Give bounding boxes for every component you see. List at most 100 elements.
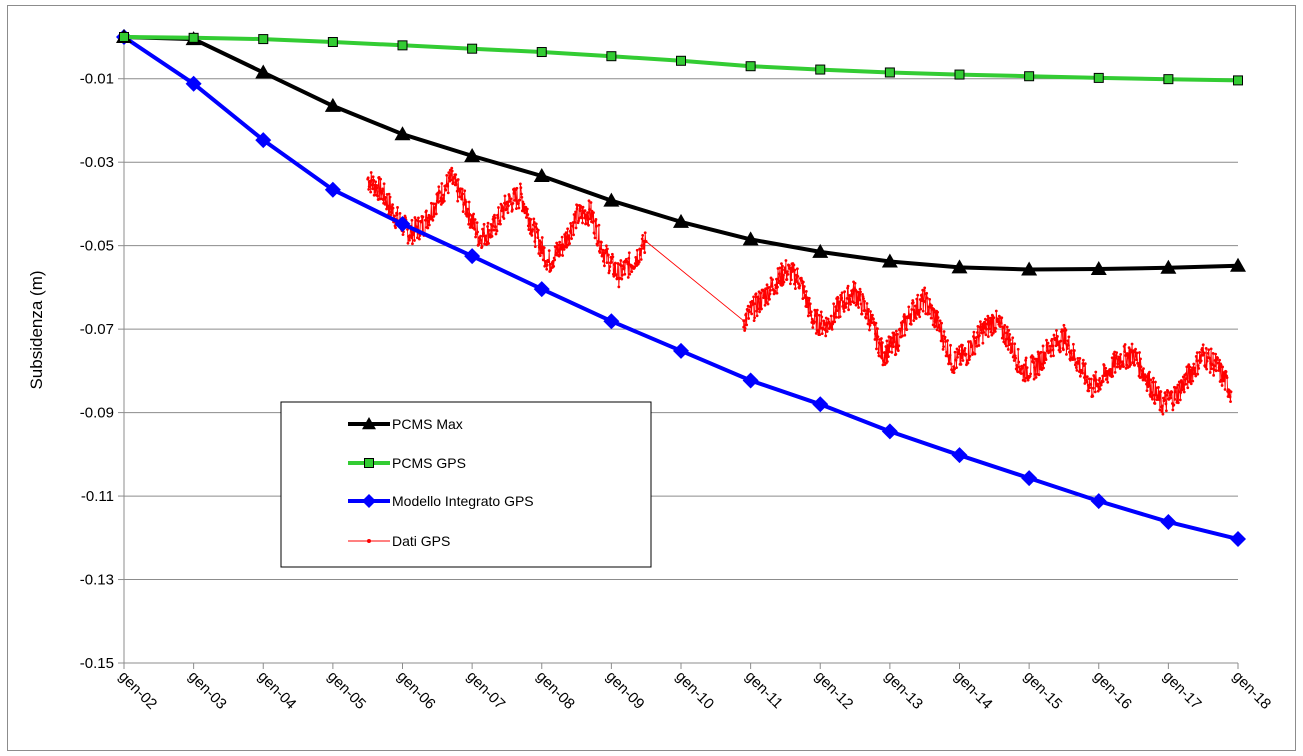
data-point: [569, 231, 573, 234]
data-point: [519, 186, 523, 190]
data-point: [1135, 351, 1139, 355]
data-point: [1150, 391, 1153, 394]
data-point: [855, 302, 859, 306]
data-point: [1066, 347, 1069, 350]
data-point: [534, 222, 538, 226]
data-point: [770, 285, 774, 288]
data-point: [825, 330, 829, 333]
data-point: [641, 233, 645, 237]
data-point: [558, 240, 562, 244]
data-point: [914, 317, 918, 320]
data-point: [505, 207, 508, 211]
data-point: [932, 308, 936, 312]
data-point: [427, 223, 431, 227]
data-point: [583, 216, 586, 220]
data-point: [857, 306, 860, 309]
data-point: [559, 243, 563, 247]
data-point: [1088, 386, 1092, 390]
data-point: [371, 175, 375, 179]
data-point: [580, 216, 583, 220]
data-point: [1089, 377, 1093, 381]
data-point: [984, 327, 988, 331]
data-point: [431, 218, 435, 222]
data-point: [434, 212, 438, 216]
data-point: [958, 345, 961, 349]
data-point: [863, 299, 866, 303]
data-point: [638, 253, 642, 257]
data-point: [782, 273, 785, 277]
data-point: [1134, 347, 1137, 351]
data-point: [526, 224, 530, 228]
data-point: [1091, 394, 1095, 398]
data-point: [1013, 342, 1017, 346]
data-point: [913, 304, 917, 308]
data-point: [808, 302, 812, 306]
data-point: [780, 262, 783, 266]
data-point: [1186, 386, 1190, 390]
data-point: [1224, 370, 1228, 374]
data-point: [1151, 397, 1154, 401]
data-point: [1121, 362, 1125, 366]
data-point: [540, 236, 544, 239]
legend-box: [280, 401, 652, 568]
data-point: [391, 203, 394, 207]
data-point: [479, 238, 483, 242]
data-point: [901, 320, 905, 324]
data-point: [419, 220, 423, 224]
data-point: [884, 67, 895, 78]
data-point: [524, 216, 528, 219]
data-point: [967, 340, 970, 344]
data-point: [757, 297, 760, 301]
data-point: [1110, 356, 1114, 360]
data-point: [789, 266, 793, 270]
data-point: [394, 126, 411, 141]
data-point: [1059, 349, 1062, 353]
data-point: [617, 285, 621, 289]
data-point: [879, 342, 882, 346]
data-point: [994, 326, 998, 330]
data-point: [442, 199, 446, 203]
data-point: [919, 307, 923, 311]
data-point: [1173, 390, 1177, 394]
data-point: [941, 347, 945, 351]
data-point: [643, 231, 647, 235]
data-point: [1118, 367, 1122, 370]
data-point: [511, 208, 514, 212]
data-point: [450, 166, 454, 170]
data-point: [866, 322, 870, 326]
data-point: [957, 349, 961, 352]
data-point: [494, 232, 498, 236]
x-tick-label: gen-13: [881, 668, 926, 713]
data-point: [1091, 386, 1095, 390]
data-point: [538, 254, 542, 257]
data-point: [509, 197, 513, 201]
data-point: [789, 282, 792, 286]
data-point: [774, 283, 777, 287]
data-point: [627, 256, 631, 260]
data-point: [1216, 361, 1220, 365]
data-point: [820, 315, 824, 319]
data-point: [385, 207, 388, 211]
data-point: [1017, 365, 1021, 369]
data-point: [1230, 531, 1246, 548]
data-point: [819, 310, 823, 314]
data-point: [979, 328, 983, 332]
data-point: [961, 359, 965, 362]
data-point: [583, 209, 587, 213]
data-point: [566, 227, 570, 231]
data-point: [847, 308, 850, 312]
data-point: [1106, 380, 1110, 384]
data-point: [881, 423, 898, 440]
data-point: [843, 290, 847, 294]
data-point: [864, 316, 868, 320]
data-point: [418, 234, 422, 237]
data-point: [1130, 342, 1134, 346]
data-point: [542, 246, 546, 250]
data-point: [1081, 362, 1085, 365]
series-line: [123, 35, 1239, 272]
data-point: [1229, 390, 1233, 394]
data-point: [494, 225, 497, 229]
data-point: [1137, 364, 1140, 368]
data-point: [491, 224, 494, 228]
data-point: [805, 305, 809, 309]
